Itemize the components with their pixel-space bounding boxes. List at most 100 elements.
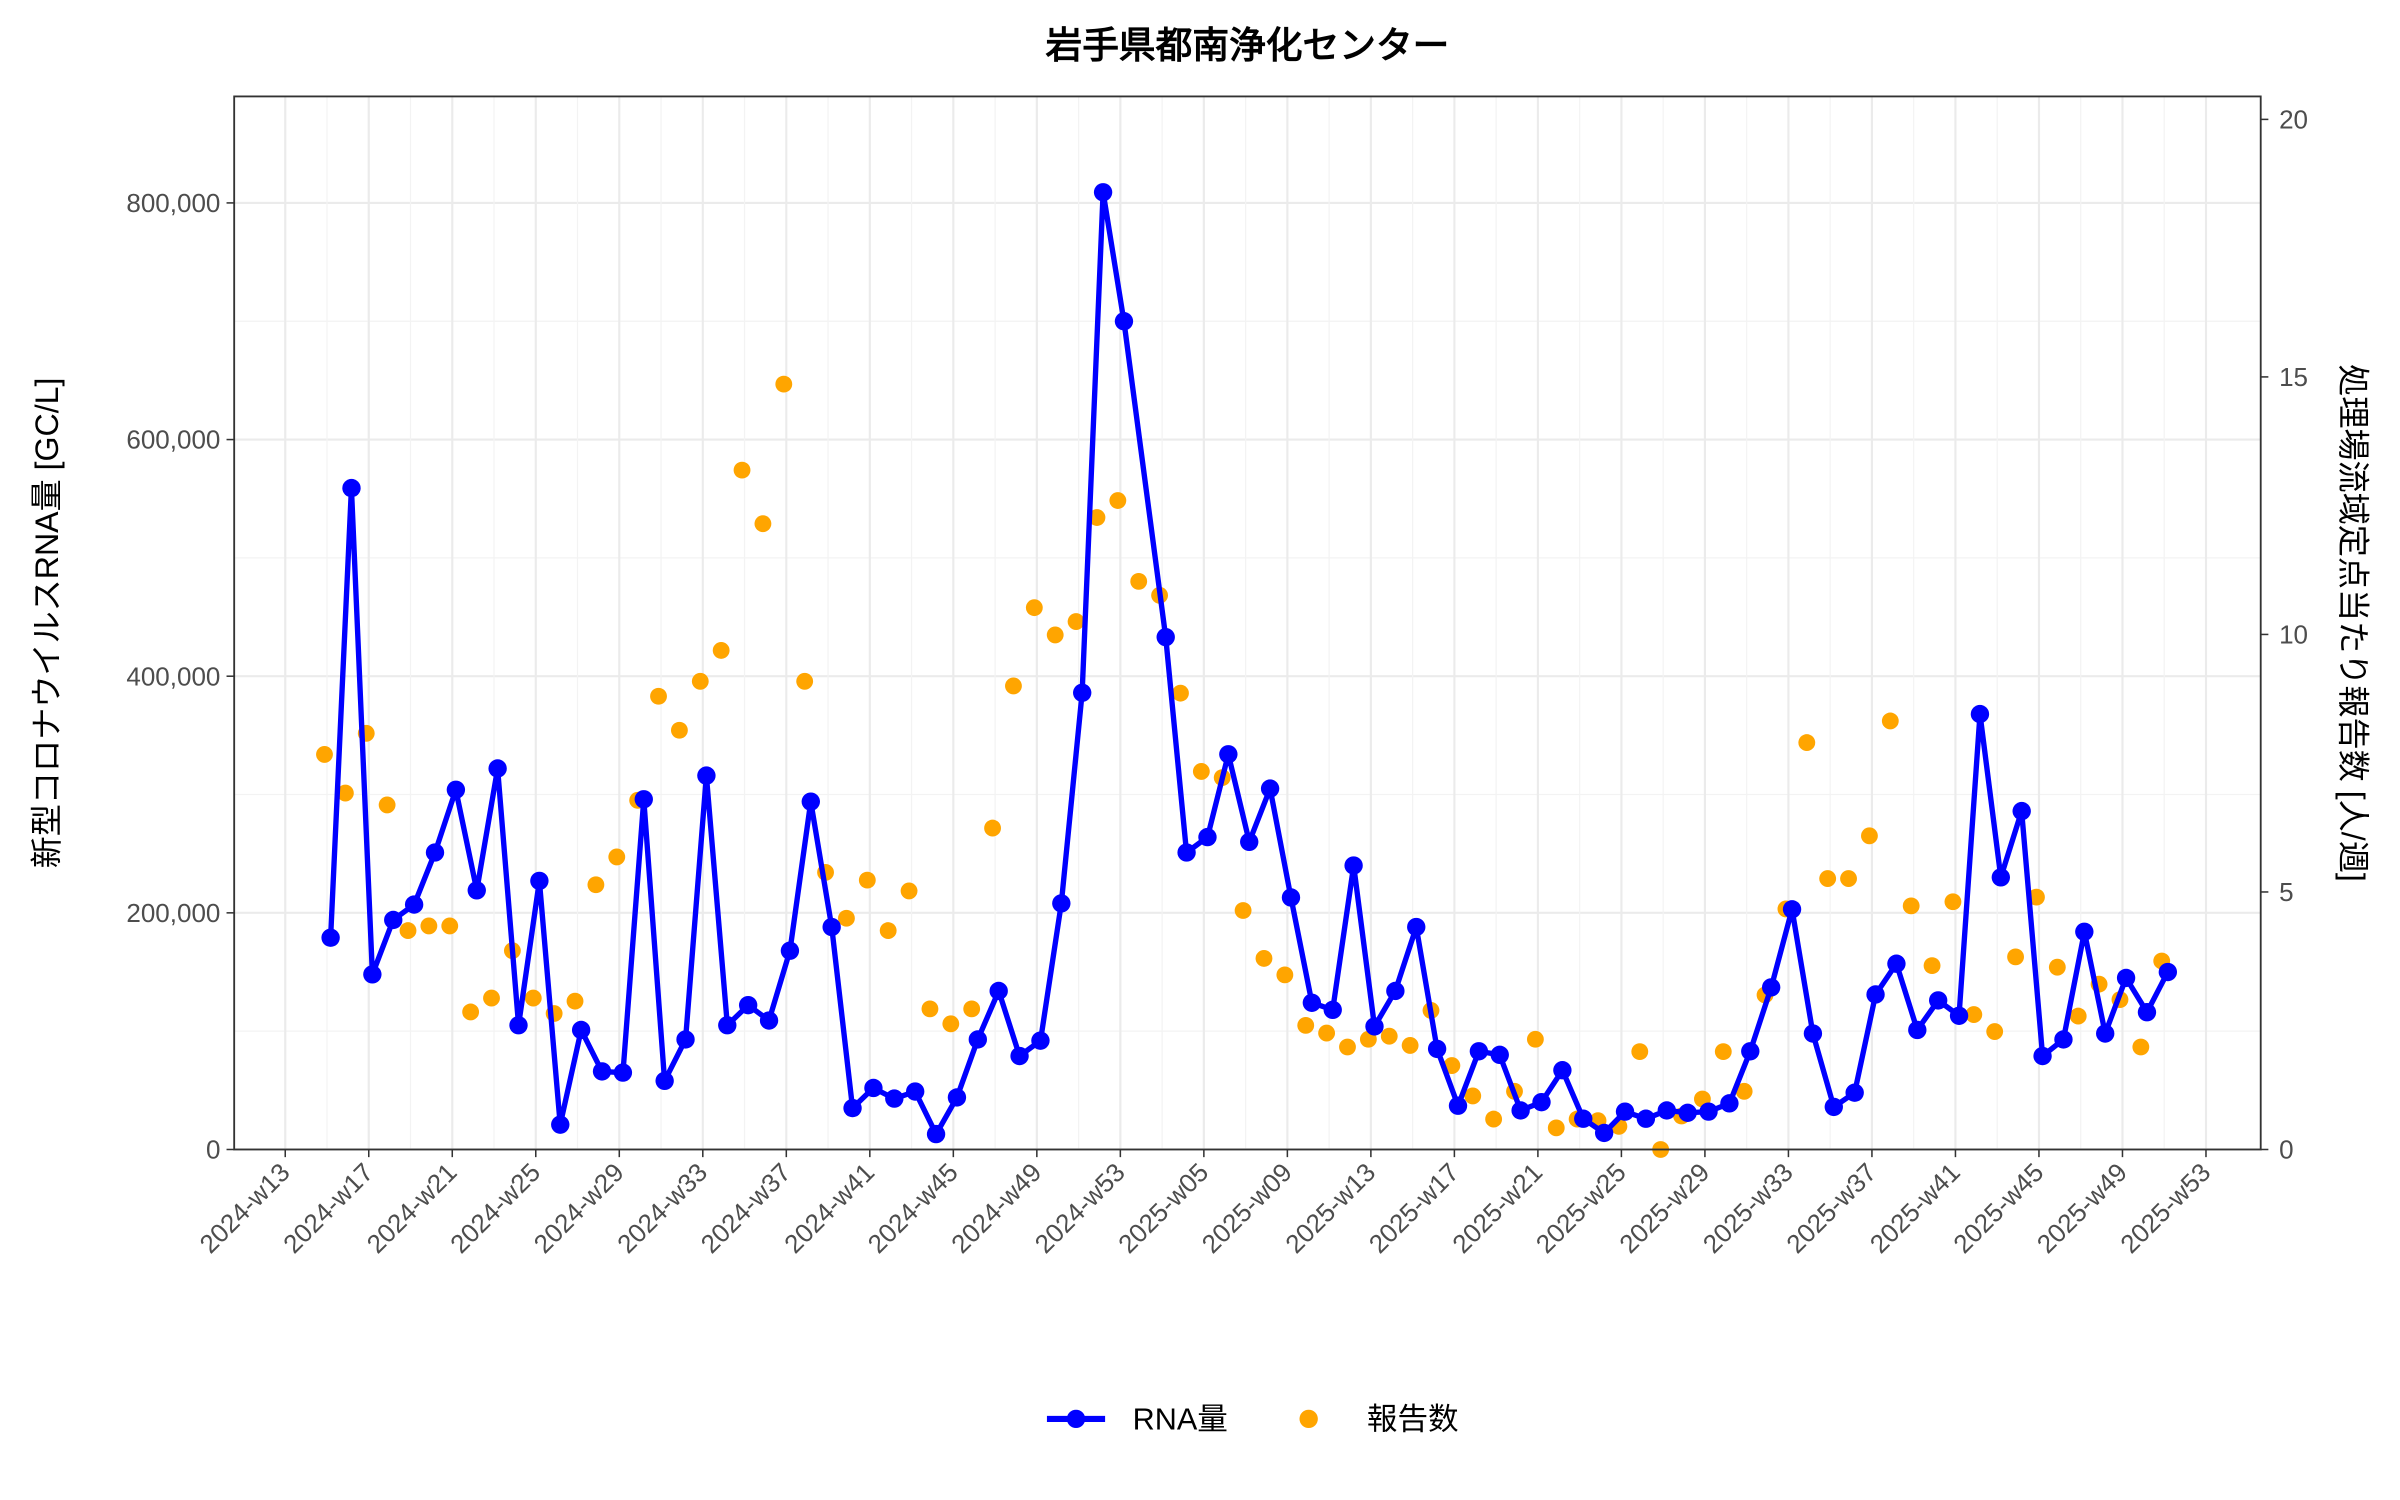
rna-point [780, 941, 800, 960]
legend-rna-label: RNA量 [1133, 1403, 1228, 1437]
report-point [316, 746, 333, 763]
report-point [1339, 1038, 1356, 1056]
rna-point [759, 1011, 779, 1030]
rna-point [1908, 1020, 1927, 1040]
report-point [1318, 1024, 1336, 1042]
rna-point [1970, 704, 1990, 724]
rna-point [530, 871, 549, 891]
rna-point [1678, 1103, 1697, 1122]
rna-point [864, 1078, 883, 1098]
rna-point [1553, 1061, 1572, 1080]
report-point [858, 871, 876, 889]
y2-axis-label: 処理場流域定点当たり報告数 [人/週] [2335, 364, 2371, 882]
rna-point [342, 478, 361, 498]
report-point [1485, 1110, 1503, 1128]
rna-point [968, 1030, 988, 1049]
rna-point [989, 981, 1008, 1001]
rna-point [1720, 1094, 1739, 1113]
rna-point [1866, 985, 1885, 1004]
rna-point [1887, 954, 1906, 973]
report-point [1798, 734, 1816, 752]
rna-point [467, 881, 486, 900]
report-point [942, 1015, 960, 1033]
report-point [775, 375, 793, 393]
rna-point [2096, 1024, 2115, 1043]
report-point [1526, 1030, 1544, 1048]
rna-point [509, 1016, 528, 1035]
rna-point [1281, 888, 1301, 907]
report-point [1380, 1027, 1398, 1045]
report-point [670, 721, 688, 739]
rna-point [947, 1088, 967, 1107]
report-point [1464, 1087, 1482, 1105]
rna-point [634, 790, 653, 809]
report-point [1986, 1023, 2004, 1040]
report-point [1443, 1057, 1461, 1074]
report-point [796, 672, 814, 690]
y2-tick-label: 0 [2279, 1135, 2293, 1165]
report-point [1109, 492, 1127, 509]
rna-point [1198, 827, 1217, 847]
report-point [1631, 1043, 1649, 1061]
rna-point [1574, 1109, 1593, 1128]
plot-panel-border [233, 95, 2262, 1151]
report-point [1881, 712, 1899, 730]
report-point [1255, 949, 1273, 967]
rna-point [1365, 1017, 1384, 1036]
rna-point [2116, 968, 2136, 988]
rna-point [1344, 856, 1363, 875]
rna-line [327, 189, 2171, 1137]
report-point [691, 672, 709, 690]
report-point [1714, 1043, 1732, 1061]
y-axis-label: 新型コロナウイルスRNA量 [GC/L] [29, 378, 65, 869]
report-point [1401, 1037, 1419, 1054]
rna-point [1824, 1097, 1843, 1117]
rna-point [613, 1063, 633, 1082]
report-point [1088, 509, 1106, 526]
report-point [2048, 958, 2066, 976]
report-point [900, 882, 918, 900]
rna-point [697, 766, 716, 785]
rna-point [801, 792, 820, 811]
rna-point [1803, 1024, 1823, 1043]
rna-point [1260, 779, 1280, 798]
report-point [921, 1000, 939, 1018]
rna-point [1845, 1083, 1864, 1102]
y2-tick-label: 10 [2279, 620, 2308, 650]
report-point [587, 876, 605, 894]
rna-point [321, 928, 340, 947]
report-point [1046, 626, 1064, 644]
rna-point [1532, 1092, 1551, 1112]
report-point [1005, 677, 1022, 695]
gridlines [234, 96, 2261, 1151]
rna-point [1741, 1042, 1760, 1061]
rna-point [1490, 1045, 1509, 1065]
report-point [524, 989, 542, 1007]
rna-point [1302, 993, 1322, 1012]
report-point [1819, 870, 1837, 887]
rna-point [1093, 183, 1113, 202]
plot-marks [316, 183, 2178, 1158]
report-point [1130, 572, 1148, 590]
rna-point [1073, 683, 1092, 702]
rna-point [2054, 1030, 2073, 1049]
report-point [754, 515, 772, 533]
y-tick-label: 800,000 [126, 188, 220, 218]
y-tick-label: 200,000 [126, 898, 220, 928]
report-point [336, 784, 354, 802]
y2-tick-label: 20 [2279, 105, 2308, 135]
report-point [1902, 897, 1920, 915]
report-point [984, 819, 1001, 837]
legend: RNA量 報告数 [1046, 1403, 1459, 1437]
rna-point [1031, 1031, 1050, 1050]
report-point [650, 687, 667, 705]
legend-rna-marker [1066, 1409, 1086, 1429]
report-point [2007, 948, 2024, 966]
y2-tick-label: 15 [2279, 362, 2308, 392]
report-point [2028, 888, 2045, 906]
rna-point [2075, 922, 2094, 941]
report-point [963, 1000, 981, 1018]
report-point [733, 461, 751, 479]
rna-point [1386, 981, 1405, 1001]
